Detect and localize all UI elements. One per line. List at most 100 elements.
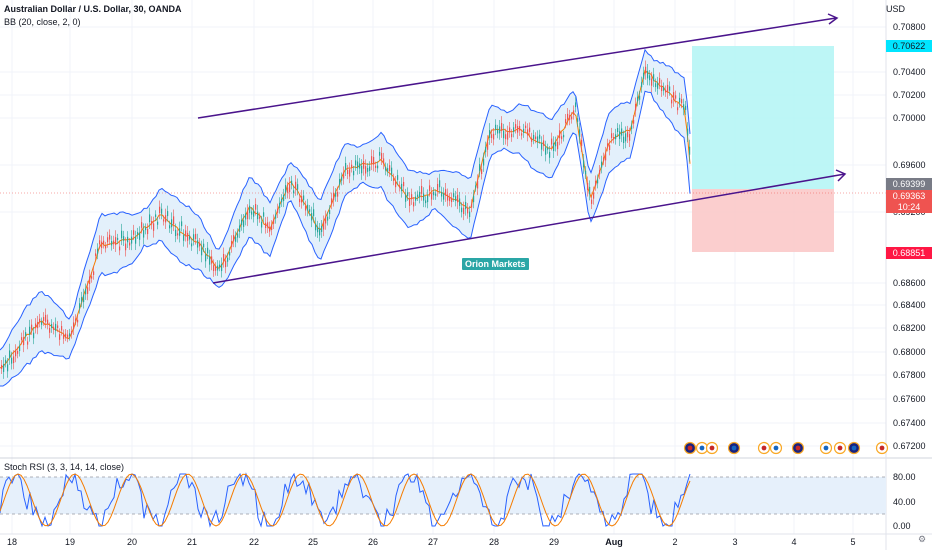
- candle-body: [557, 141, 559, 150]
- candle-body: [659, 78, 661, 84]
- rsi-axis: 80.00 40.00 0.00: [893, 472, 916, 531]
- candle-body: [165, 215, 167, 223]
- candle-body: [73, 322, 75, 329]
- candle-body: [441, 191, 443, 197]
- event-flag-icon[interactable]: [819, 441, 833, 455]
- candle-body: [543, 140, 545, 146]
- candle-body: [53, 326, 55, 330]
- economic-events[interactable]: [683, 441, 889, 455]
- candle-body: [275, 214, 277, 219]
- candle-body: [277, 208, 279, 213]
- candle-body: [627, 131, 629, 138]
- candle-body: [343, 172, 345, 179]
- candle-body: [125, 243, 127, 251]
- candle-body: [171, 219, 173, 228]
- event-flag-icon[interactable]: [695, 441, 709, 455]
- candle-body: [191, 243, 193, 247]
- candle-body: [603, 157, 605, 161]
- candle-body: [387, 168, 389, 172]
- grey-price-tag: 0.69399: [886, 178, 932, 190]
- candle-body: [629, 134, 631, 141]
- candle-body: [651, 78, 653, 86]
- bb-indicator-label[interactable]: BB (20, close, 2, 0): [4, 17, 81, 27]
- candle-body: [357, 161, 359, 169]
- candle-body: [685, 105, 687, 110]
- candle-body: [59, 334, 61, 340]
- candle-body: [123, 236, 125, 241]
- time-axis[interactable]: 18 19 20 21 22 25 26 27 28 29 Aug 2 3 4 5: [7, 537, 856, 547]
- event-flag-icon[interactable]: [847, 441, 861, 455]
- price-axis[interactable]: 0.708000.704000.702000.700000.696000.692…: [893, 0, 926, 451]
- candle-body: [299, 198, 301, 203]
- candle-body: [269, 226, 271, 232]
- take-profit-zone[interactable]: [692, 46, 834, 189]
- event-flag-icon[interactable]: [833, 441, 847, 455]
- candle-body: [535, 136, 537, 139]
- event-flag-icon[interactable]: [875, 441, 889, 455]
- event-flag-icon[interactable]: [757, 441, 771, 455]
- candle-body: [39, 318, 41, 323]
- candle-body: [169, 225, 171, 229]
- time-axis-label: 3: [732, 537, 737, 547]
- position-zones: [692, 46, 834, 252]
- candle-body: [561, 136, 563, 140]
- stoch-rsi-lines: [0, 472, 691, 528]
- symbol-legend[interactable]: Australian Dollar / U.S. Dollar, 30, OAN…: [4, 4, 182, 27]
- candle-body: [195, 233, 197, 240]
- candle-body: [63, 334, 65, 339]
- candle-body: [619, 131, 621, 140]
- candle-body: [551, 138, 553, 145]
- candle-body: [519, 126, 521, 131]
- time-axis-label: 20: [127, 537, 137, 547]
- candle-body: [253, 210, 255, 217]
- settings-gear-icon[interactable]: ⚙: [917, 534, 927, 544]
- candle-body: [411, 194, 413, 200]
- channel-lower-arrow: [835, 169, 847, 182]
- candle-body: [133, 230, 135, 235]
- candle-body: [203, 243, 205, 248]
- candle-body: [409, 198, 411, 206]
- candle-body: [207, 247, 209, 254]
- candle-body: [585, 170, 587, 175]
- candle-body: [55, 323, 57, 331]
- candle-body: [469, 211, 471, 218]
- event-flag-icon[interactable]: [769, 441, 783, 455]
- event-flag-icon[interactable]: [727, 441, 741, 455]
- candle-body: [131, 236, 133, 244]
- candle-body: [17, 350, 19, 354]
- candle-body: [177, 233, 179, 236]
- candle-body: [273, 219, 275, 224]
- candle-body: [89, 276, 91, 285]
- candle-body: [465, 201, 467, 210]
- price-axis-label: 0.68600: [893, 278, 926, 288]
- stop-loss-zone[interactable]: [692, 189, 834, 252]
- candle-body: [107, 237, 109, 243]
- candle-body: [91, 276, 93, 279]
- stoch-rsi-label[interactable]: Stoch RSI (3, 3, 14, 14, close): [4, 462, 125, 472]
- candle-body: [311, 213, 313, 221]
- event-flag-icon[interactable]: [705, 441, 719, 455]
- price-axis-label: 0.68000: [893, 347, 926, 357]
- candle-body: [675, 95, 677, 99]
- rsi-band-fill: [0, 477, 886, 514]
- candle-body: [51, 324, 53, 328]
- candle-body: [5, 359, 7, 363]
- candle-body: [135, 237, 137, 244]
- candle-body: [461, 207, 463, 213]
- candle-body: [301, 196, 303, 203]
- price-axis-label: 0.70800: [893, 22, 926, 32]
- candle-body: [185, 230, 187, 236]
- event-flag-icon[interactable]: [683, 441, 697, 455]
- candle-body: [359, 163, 361, 169]
- candle-body: [421, 185, 423, 194]
- candle-body: [471, 203, 473, 208]
- candle-body: [247, 211, 249, 220]
- event-flag-icon[interactable]: [791, 441, 805, 455]
- candle-body: [295, 181, 297, 190]
- candle-body: [355, 160, 357, 166]
- channel-lines[interactable]: [197, 13, 847, 284]
- candle-body: [321, 225, 323, 232]
- candle-body: [117, 237, 119, 240]
- stoch-d-line: [0, 473, 691, 527]
